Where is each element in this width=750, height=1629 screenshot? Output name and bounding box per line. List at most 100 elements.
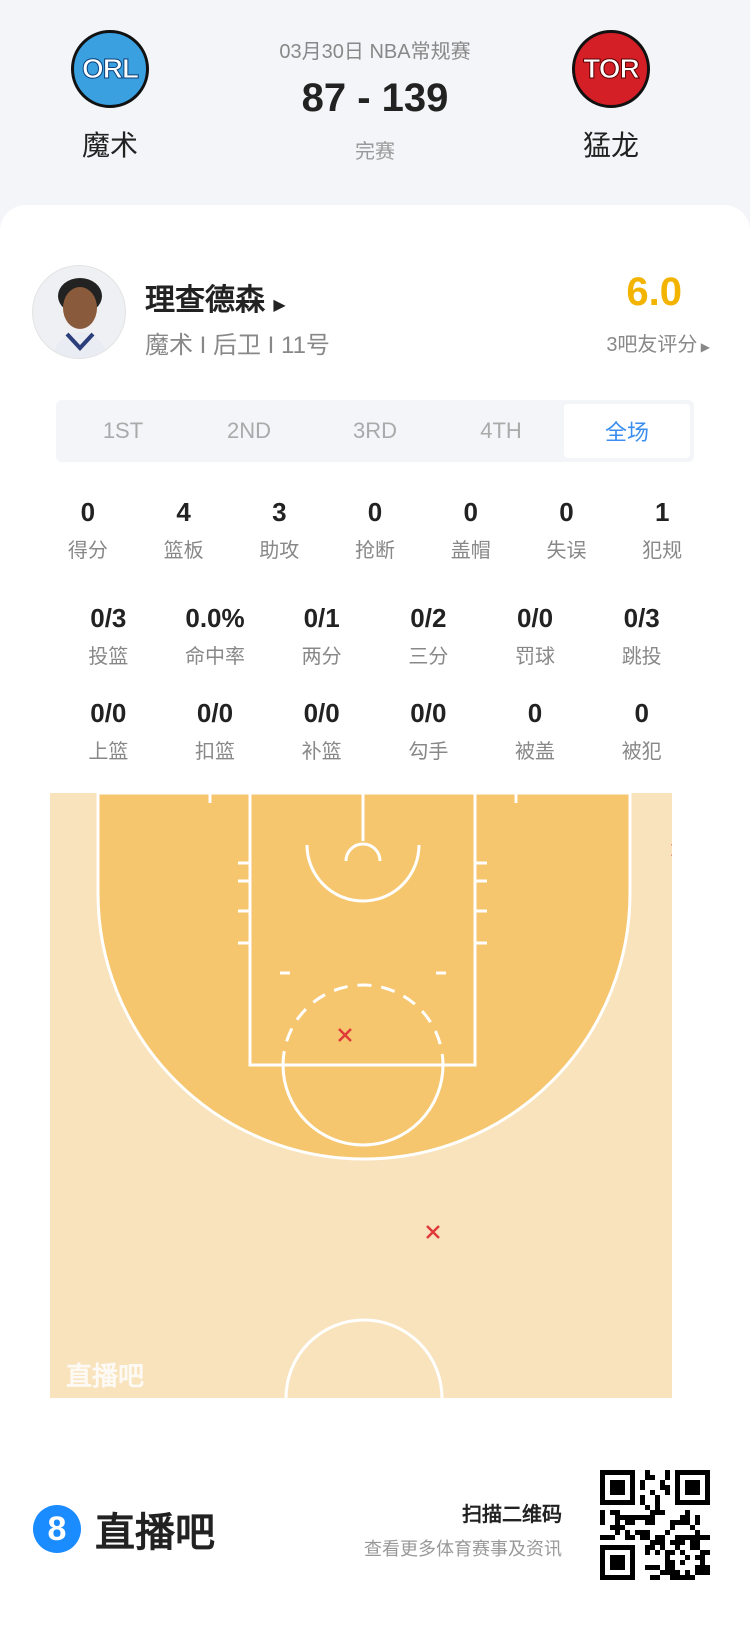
- rating-label: 3吧友评分: [606, 334, 698, 356]
- stat-value: 0/3: [90, 603, 127, 633]
- brand-name: 直播吧: [95, 1511, 215, 1555]
- stat-fg: 0/3 投篮: [55, 603, 162, 669]
- match-info: 03月30日 NBA常规赛 87 - 139 完赛: [225, 35, 525, 164]
- stat-turnovers: 0 失误: [519, 497, 615, 563]
- free-throw-circle-top: [281, 983, 445, 1066]
- shot-chart-court: 直播吧: [50, 793, 672, 1398]
- stat-assists: 3 助攻: [231, 497, 327, 563]
- tab-full-game[interactable]: 全场: [564, 404, 690, 458]
- stat-value: 0/0: [196, 698, 234, 728]
- arrow-right-icon: ▶: [273, 297, 286, 314]
- stat-fouls: 1 犯规: [614, 497, 710, 563]
- stat-label: 上篮: [88, 741, 129, 763]
- stat-value: 0: [80, 497, 96, 527]
- tab-3rd[interactable]: 3RD: [352, 418, 397, 443]
- stat-label: 被盖: [515, 741, 556, 763]
- shot-miss-marker: [426, 1225, 440, 1239]
- player-card: 理查德森 ▶ 魔术 I 后卫 I 11号 6.0 3吧友评分 ▶ 1ST 2ND…: [0, 205, 750, 1629]
- tab-1st[interactable]: 1ST: [102, 418, 144, 443]
- stat-blocked: 0 被盖: [482, 698, 589, 764]
- stat-label: 两分: [301, 646, 342, 668]
- stat-label: 罚球: [515, 646, 556, 668]
- shot-miss-marker: [338, 1028, 352, 1042]
- stat-3pt: 0/2 三分: [375, 603, 482, 669]
- stats-row-shooting: 0/3 投篮 0.0% 命中率 0/1 两分 0/2 三分 0/0 罚球 0/3 跳投: [55, 603, 695, 669]
- stat-label: 投篮: [88, 646, 129, 668]
- paint: [248, 793, 477, 1067]
- stat-value: 0: [463, 497, 478, 527]
- stat-label: 命中率: [185, 646, 245, 668]
- tab-4th[interactable]: 4TH: [480, 418, 522, 443]
- stat-value: 0/0: [90, 698, 127, 728]
- watermark: 直播吧: [66, 1361, 144, 1391]
- rating-link[interactable]: 3吧友评分 ▶: [606, 328, 710, 357]
- stat-label: 勾手: [408, 741, 449, 763]
- stat-value: 0: [559, 497, 574, 527]
- stat-value: 4: [176, 497, 191, 527]
- stat-label: 盖帽: [450, 540, 491, 562]
- stat-label: 得分: [67, 540, 108, 562]
- stat-value: 1: [654, 497, 670, 527]
- stat-value: 0/0: [303, 698, 340, 728]
- stat-label: 抢断: [355, 540, 396, 562]
- stat-value: 0/2: [410, 603, 447, 633]
- stat-blocks: 0 盖帽: [423, 497, 519, 563]
- stat-rebounds: 4 篮板: [136, 497, 232, 563]
- player-rating: 6.0: [626, 270, 682, 314]
- home-team[interactable]: ORL 魔术: [50, 30, 170, 164]
- match-score: 87 - 139: [301, 76, 449, 120]
- stat-jumpshot: 0/3 跳投: [588, 603, 695, 669]
- stat-value: 3: [272, 497, 287, 527]
- stat-layup: 0/0 上篮: [55, 698, 162, 764]
- stat-label: 补篮: [301, 741, 342, 763]
- stat-label: 跳投: [621, 646, 662, 668]
- scan-subtitle: 查看更多体育赛事及资讯: [364, 1539, 562, 1559]
- stat-value: 0: [634, 698, 649, 728]
- stat-hook: 0/0 勾手: [375, 698, 482, 764]
- three-point-area: [96, 793, 632, 1161]
- player-info: 魔术 I 后卫 I 11号: [145, 332, 330, 359]
- stat-ft: 0/0 罚球: [482, 603, 589, 669]
- stat-label: 犯规: [642, 540, 683, 562]
- scan-text: 扫描二维码 查看更多体育赛事及资讯: [364, 1498, 562, 1561]
- player-avatar[interactable]: [32, 265, 126, 359]
- stat-value: 0: [527, 698, 543, 728]
- brand-logo: 8 直播吧: [33, 1500, 215, 1558]
- stat-tipin: 0/0 补篮: [268, 698, 375, 764]
- stats-row-basic: 0 得分 4 篮板 3 助攻 0 抢断 0 盖帽 0 失误 1 犯规: [40, 497, 710, 563]
- player-name[interactable]: 理查德森 ▶: [145, 275, 286, 319]
- period-tabs: 1ST 2ND 3RD 4TH 全场: [56, 400, 694, 462]
- qr-code-icon[interactable]: [600, 1469, 710, 1581]
- stat-label: 助攻: [259, 540, 300, 562]
- home-team-name: 魔术: [81, 130, 138, 161]
- restricted-area: [305, 844, 421, 903]
- stat-label: 扣篮: [195, 741, 235, 763]
- orl-logo: ORL: [71, 30, 149, 108]
- away-team-name: 猛龙: [582, 130, 639, 161]
- scan-title: 扫描二维码: [462, 1504, 562, 1526]
- match-status: 完赛: [355, 141, 395, 163]
- stat-points: 0 得分: [40, 497, 136, 563]
- stat-fouled: 0 被犯: [588, 698, 695, 764]
- lane-marks: [208, 793, 518, 975]
- stat-label: 失误: [546, 540, 587, 562]
- brand-8-icon: 8: [33, 1505, 81, 1553]
- stat-value: 0/0: [516, 603, 554, 633]
- match-date: 03月30日 NBA常规赛: [279, 41, 471, 63]
- stat-steals: 0 抢断: [327, 497, 423, 563]
- tab-2nd[interactable]: 2ND: [226, 418, 271, 443]
- center-circle: [284, 1318, 444, 1398]
- stat-value: 0: [367, 497, 383, 527]
- tor-logo: TOR: [572, 30, 650, 108]
- stat-label: 三分: [408, 646, 449, 668]
- stats-row-shot-types: 0/0 上篮 0/0 扣篮 0/0 补篮 0/0 勾手 0 被盖 0 被犯: [55, 698, 695, 764]
- stat-value: 0/3: [623, 603, 660, 633]
- stat-label: 被犯: [621, 741, 662, 763]
- away-team[interactable]: TOR 猛龙: [551, 30, 671, 164]
- stat-label: 篮板: [163, 540, 204, 562]
- stat-fg-pct: 0.0% 命中率: [162, 603, 269, 669]
- stat-dunk: 0/0 扣篮: [162, 698, 269, 764]
- stat-value: 0/1: [303, 603, 340, 633]
- hoop: [344, 842, 382, 862]
- stat-2pt: 0/1 两分: [268, 603, 375, 669]
